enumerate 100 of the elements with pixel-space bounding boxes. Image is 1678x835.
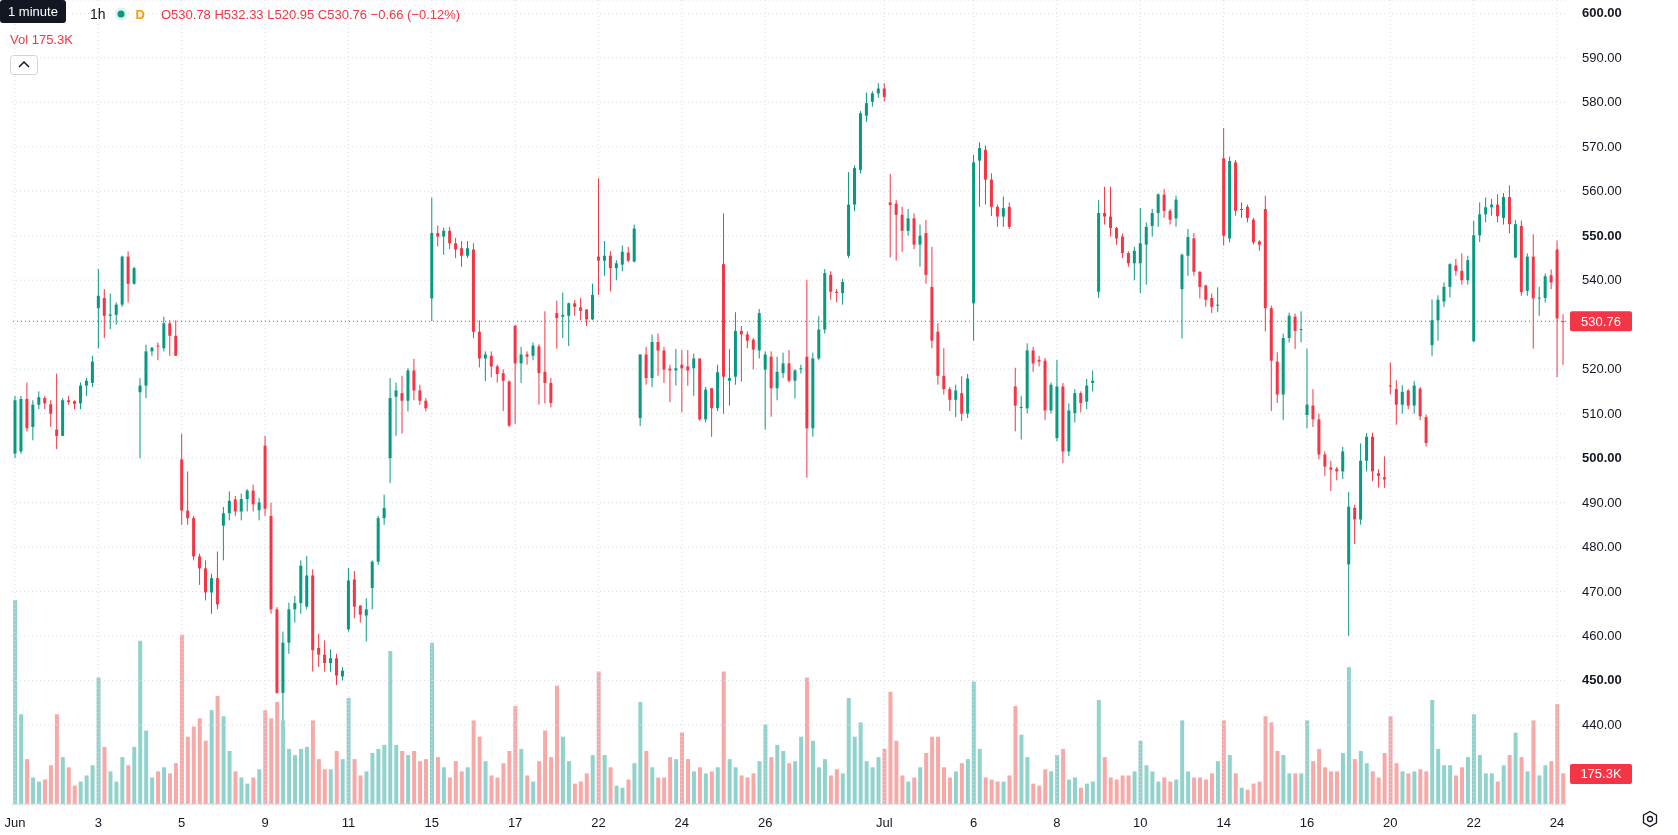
bar [674, 759, 679, 804]
y-tick-label: 590.00 [1582, 49, 1622, 65]
bar [424, 759, 429, 804]
bar [924, 753, 929, 804]
bar [293, 755, 298, 804]
bar [239, 777, 244, 804]
bar [930, 736, 935, 804]
candlestick [239, 493, 243, 521]
bar [382, 744, 387, 804]
bar [1334, 771, 1339, 804]
x-tick-label: 26 [757, 815, 773, 830]
bar [233, 771, 238, 804]
candlestick [335, 653, 339, 686]
bar [1108, 777, 1113, 804]
bar [1424, 771, 1429, 804]
candlestick [329, 648, 333, 673]
bar [66, 767, 71, 804]
candlestick [1323, 450, 1327, 477]
bar [537, 761, 542, 804]
candlestick [686, 349, 690, 387]
bar [870, 767, 875, 804]
candlestick [1162, 188, 1166, 219]
bar [555, 685, 560, 804]
candlestick [1079, 390, 1083, 413]
bar [977, 748, 982, 804]
text: 175.3K [1570, 764, 1632, 785]
bar [287, 748, 292, 804]
candlestick [948, 386, 952, 412]
bar [602, 755, 607, 804]
candlestick [1388, 361, 1392, 395]
candlestick [394, 381, 398, 437]
candlestick [1013, 367, 1017, 432]
bar [888, 691, 893, 804]
y-tick-label: 490.00 [1582, 494, 1622, 510]
candlestick [489, 350, 493, 378]
candlestick [1329, 460, 1333, 492]
bar [942, 767, 947, 804]
bar [447, 777, 452, 804]
bar [102, 746, 107, 804]
candlestick [1466, 255, 1470, 286]
bar [1311, 761, 1316, 804]
bar [138, 640, 143, 804]
candlestick [233, 495, 237, 517]
candlestick [525, 350, 529, 366]
bar [227, 750, 232, 804]
bar [596, 671, 601, 804]
bar [376, 748, 381, 804]
bar [680, 732, 685, 804]
bar [269, 718, 274, 804]
bar [1382, 753, 1387, 804]
bar [900, 775, 905, 804]
candlestick [49, 399, 53, 428]
candlestick [1543, 273, 1547, 303]
bar [370, 753, 375, 804]
candlestick [460, 240, 464, 268]
bar [1001, 781, 1006, 804]
bar [507, 750, 512, 804]
candlestick [114, 301, 118, 326]
candlestick [1412, 380, 1416, 415]
bar [727, 759, 732, 804]
bar [1543, 765, 1548, 804]
bar [37, 781, 42, 804]
bar [1388, 716, 1393, 804]
candlestick [1299, 310, 1303, 343]
bar [572, 783, 577, 804]
candlestick [1287, 312, 1291, 343]
bar [1120, 775, 1125, 804]
bar [1329, 771, 1334, 804]
bar [1233, 773, 1238, 804]
bar [1501, 765, 1506, 804]
bar [144, 730, 149, 804]
bar [304, 746, 309, 804]
candlestick [561, 292, 565, 339]
bar [989, 779, 994, 804]
bar [1084, 783, 1089, 804]
candlestick [1537, 286, 1541, 317]
bar [334, 750, 339, 804]
bar [25, 759, 30, 804]
bar [352, 759, 357, 804]
x-tick-label: 3 [94, 815, 102, 830]
bar [1287, 773, 1292, 804]
candlestick [1156, 192, 1160, 228]
bar [429, 642, 434, 804]
bar [1251, 783, 1256, 804]
candlestick [227, 490, 231, 521]
bar [90, 765, 95, 804]
candlestick [1001, 196, 1005, 228]
candlestick [620, 245, 624, 272]
candlestick [1204, 284, 1208, 308]
candlestick [841, 278, 845, 306]
bar [156, 771, 161, 804]
candlestick [1186, 228, 1190, 277]
bar [203, 740, 208, 804]
bar [662, 777, 667, 804]
bar [1073, 777, 1078, 804]
bar [72, 785, 77, 804]
bar [834, 769, 839, 804]
candlestick [1073, 388, 1077, 424]
bar [310, 720, 315, 804]
candlestick [1436, 294, 1440, 342]
